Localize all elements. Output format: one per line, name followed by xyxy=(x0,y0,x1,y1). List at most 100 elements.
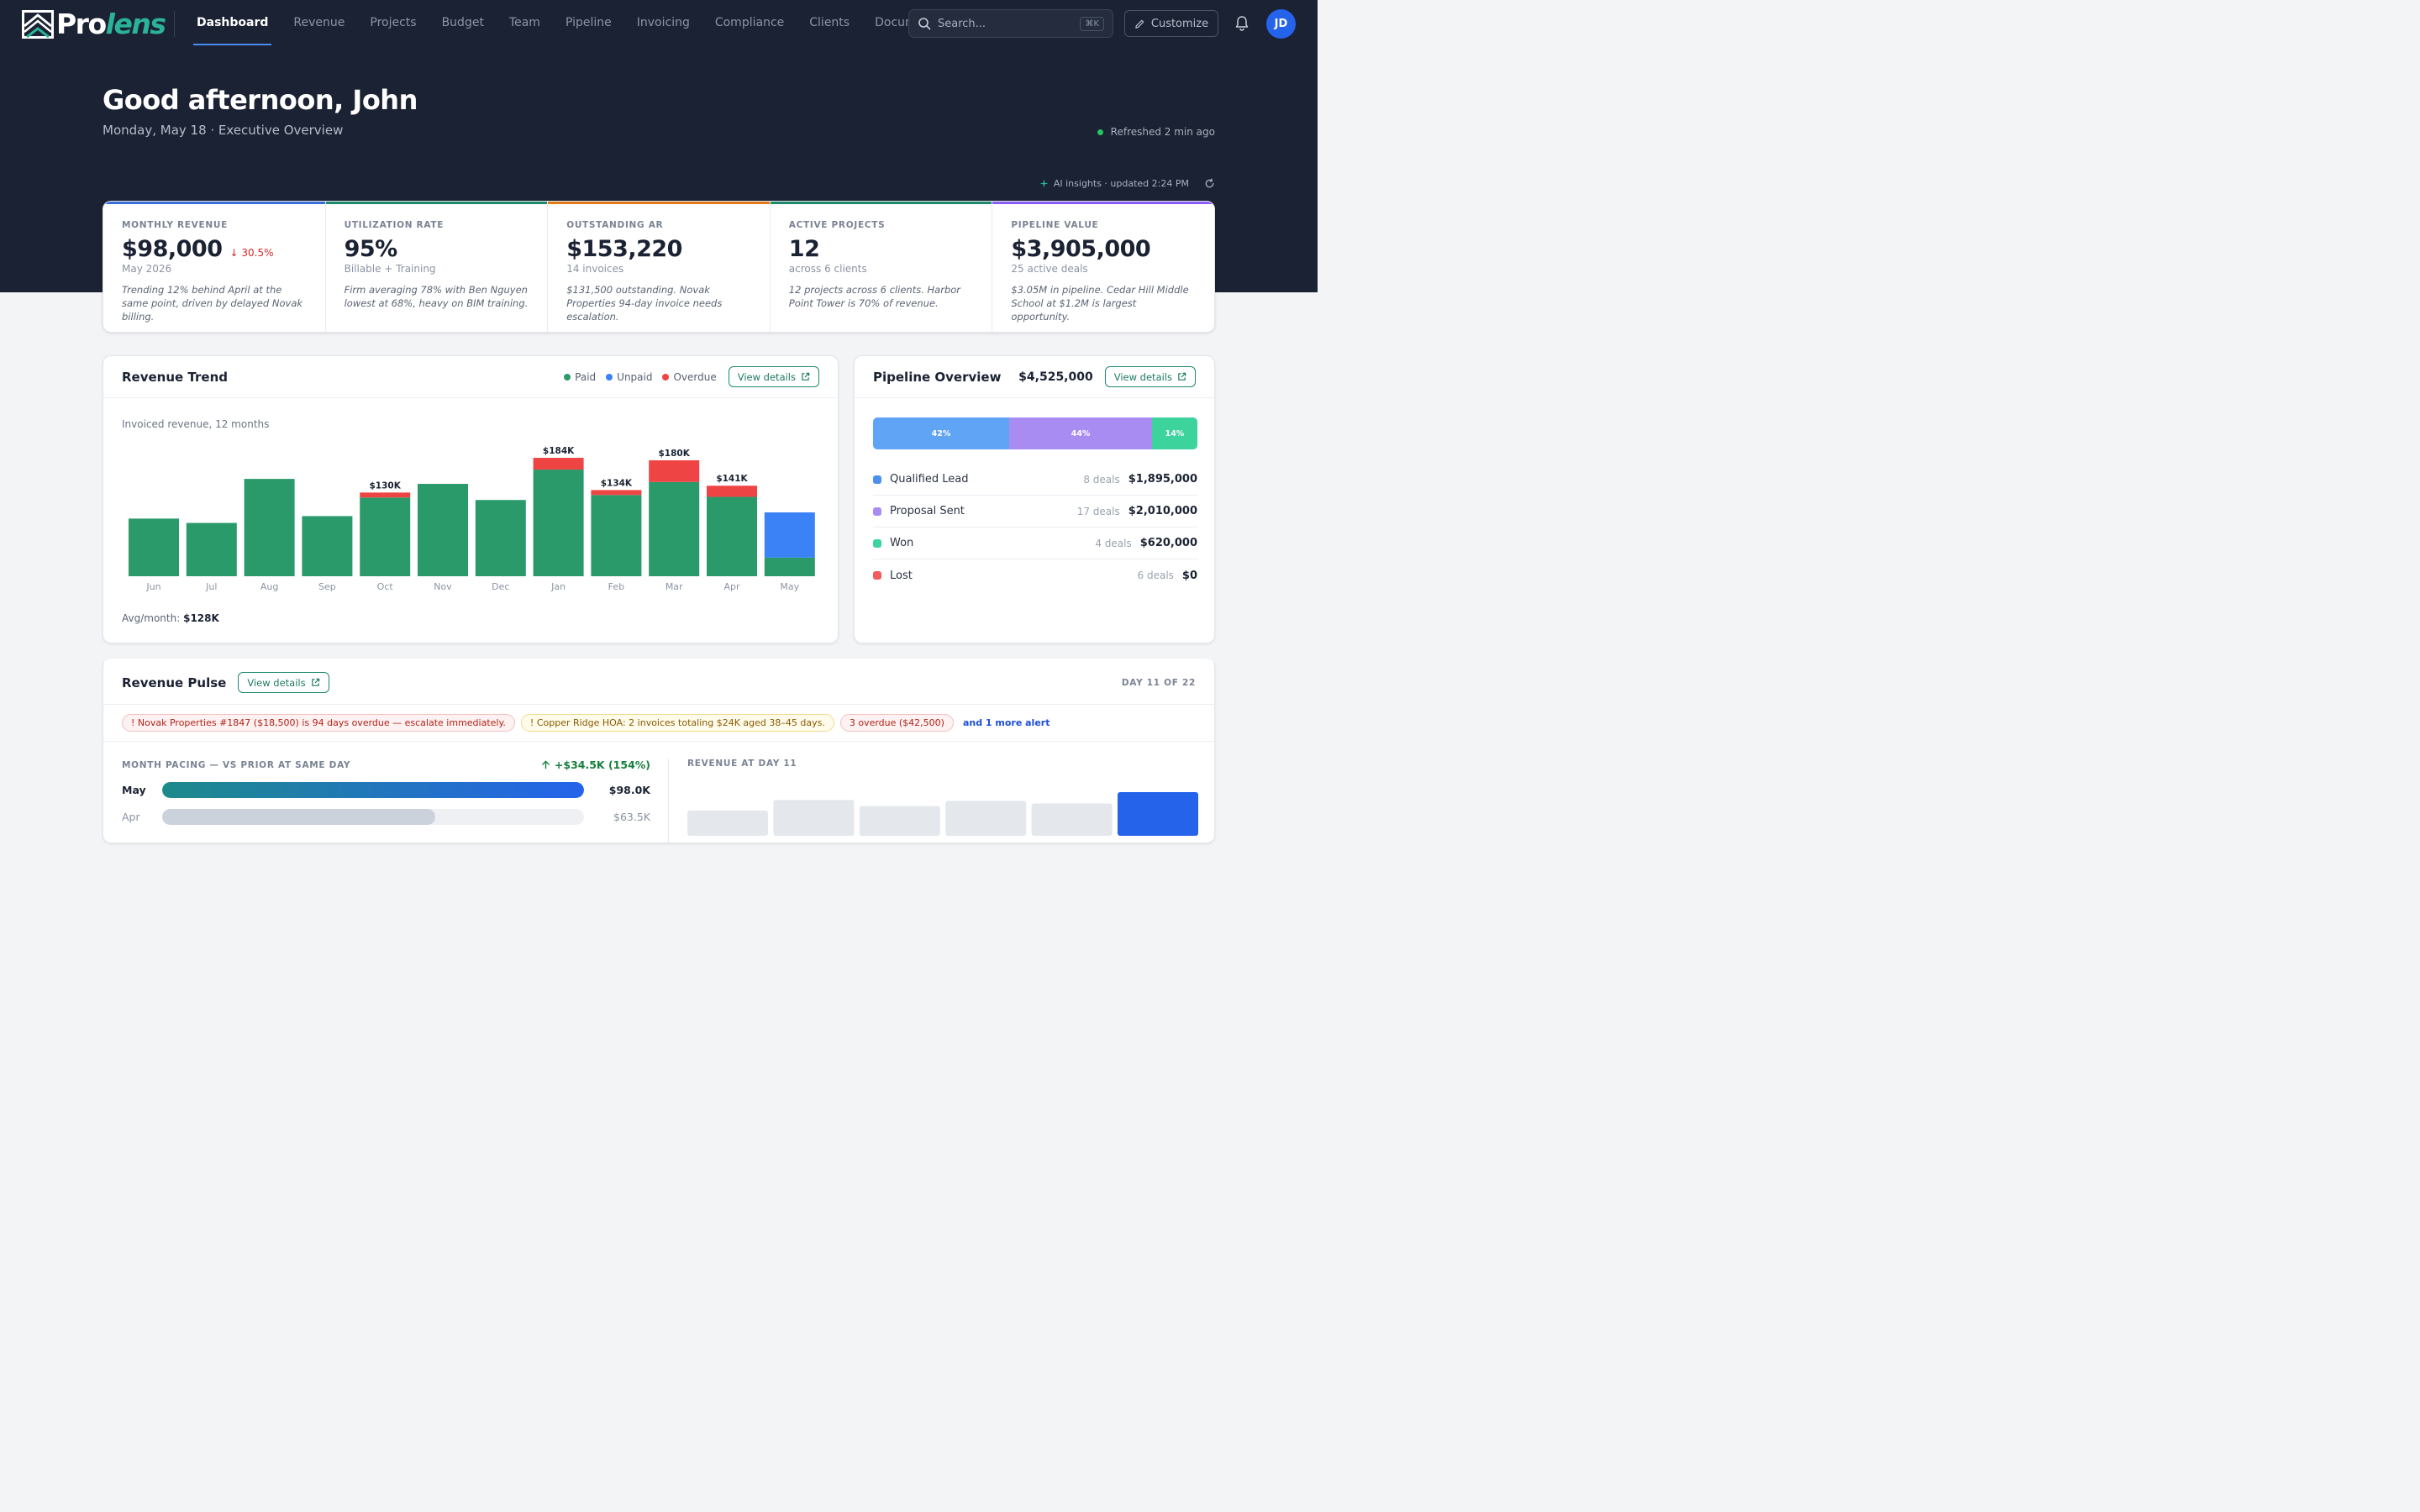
customize-button[interactable]: Customize xyxy=(1124,10,1218,37)
legend-label: Unpaid xyxy=(617,370,653,383)
brand-logo[interactable]: Pro lens xyxy=(22,8,166,40)
pacing-label: MONTH PACING — VS PRIOR AT SAME DAY xyxy=(122,759,351,770)
kpi-label: UTILIZATION RATE xyxy=(344,220,445,230)
bar-paid-jul[interactable] xyxy=(186,522,237,576)
pacing-row-prior: Apr $63.5K xyxy=(122,809,650,825)
bar-paid-apr[interactable] xyxy=(707,496,757,576)
bar-paid-aug[interactable] xyxy=(244,479,295,576)
chart-legend: Paid Unpaid Overdue xyxy=(564,371,717,383)
pacing-month: May xyxy=(122,784,146,796)
search-input[interactable] xyxy=(938,17,1072,30)
tab-dashboard[interactable]: Dashboard xyxy=(192,0,272,47)
tab-revenue[interactable]: Revenue xyxy=(293,16,345,29)
bar-paid-mar[interactable] xyxy=(649,481,700,576)
revenue-view-details-button[interactable]: View details xyxy=(728,366,819,387)
bar-overdue-jan[interactable] xyxy=(533,458,584,470)
nav-divider xyxy=(174,11,175,37)
section-divider xyxy=(668,759,669,843)
kpi-label: OUTSTANDING AR xyxy=(566,220,664,230)
legend-swatch xyxy=(662,373,670,381)
refresh-icon[interactable] xyxy=(1204,178,1215,189)
status-dot-icon xyxy=(1097,129,1103,135)
tab-budget[interactable]: Budget xyxy=(441,16,484,29)
bar-overdue-mar[interactable] xyxy=(649,459,700,482)
pipeline-segment-qualified[interactable]: 42% xyxy=(873,417,1010,449)
stage-name: Proposal Sent xyxy=(890,505,965,517)
kpi-card-utilization-rate[interactable]: UTILIZATION RATE 95% Billable + Training… xyxy=(325,202,549,332)
bar-paid-sep[interactable] xyxy=(302,516,353,576)
kpi-card-outstanding-ar[interactable]: OUTSTANDING AR $153,220 14 invoices $131… xyxy=(548,202,771,332)
revenue-at-day: REVENUE AT DAY 11 xyxy=(687,759,1198,839)
user-avatar[interactable]: JD xyxy=(1266,9,1296,39)
alert-chip[interactable]: 3 overdue ($42,500) xyxy=(839,714,954,732)
bar-paid-may[interactable] xyxy=(764,557,815,576)
kpi-card-pipeline-value[interactable]: PIPELINE VALUE $3,905,000 25 active deal… xyxy=(992,202,1214,332)
bar-unpaid-may[interactable] xyxy=(764,512,815,558)
kpi-accent-bar xyxy=(770,202,992,204)
refresh-status: Refreshed 2 min ago xyxy=(1097,126,1215,138)
stage-amount: $620,000 xyxy=(1139,537,1197,549)
ai-insights-status: AI insights · updated 2:24 PM xyxy=(1039,178,1215,189)
alert-chip[interactable]: ! Novak Properties #1847 ($18,500) is 94… xyxy=(122,714,515,732)
tab-clients[interactable]: Clients xyxy=(809,16,850,29)
stage-deals: 6 deals xyxy=(1137,570,1174,581)
pipeline-segment-proposal[interactable]: 44% xyxy=(1009,417,1152,449)
alert-bar: ! Novak Properties #1847 ($18,500) is 94… xyxy=(103,705,1214,742)
day-revenue-bar[interactable] xyxy=(1118,792,1198,836)
stage-name: Qualified Lead xyxy=(890,473,969,486)
bell-icon[interactable] xyxy=(1234,15,1249,32)
pipeline-segment-won[interactable]: 14% xyxy=(1151,417,1197,449)
bar-paid-feb[interactable] xyxy=(591,495,642,576)
revenue-pulse-panel: Revenue Pulse View details DAY 11 OF 22 … xyxy=(103,659,1215,843)
kpi-note: Trending 12% behind April at the same po… xyxy=(122,284,303,323)
kpi-card-active-projects[interactable]: ACTIVE PROJECTS 12 across 6 clients 12 p… xyxy=(770,202,993,332)
pulse-view-details-button[interactable]: View details xyxy=(238,672,329,693)
kpi-label: MONTHLY REVENUE xyxy=(122,220,228,230)
pacing-delta-value: +$34.5K (154%) xyxy=(554,759,650,771)
tab-projects[interactable]: Projects xyxy=(370,16,417,29)
bar-paid-nov[interactable] xyxy=(418,484,468,576)
bar-paid-dec[interactable] xyxy=(475,500,526,576)
pipeline-stage-row[interactable]: Qualified Lead 8 deals $1,895,000 xyxy=(873,464,1197,496)
kpi-sub: Billable + Training xyxy=(344,263,436,275)
pipeline-stage-row[interactable]: Won 4 deals $620,000 xyxy=(873,528,1197,559)
legend-item-paid: Paid xyxy=(564,371,596,383)
sparkle-icon xyxy=(1039,179,1049,188)
kpi-sub: 25 active deals xyxy=(1011,263,1088,275)
search-box[interactable]: ⌘K xyxy=(908,9,1113,38)
alert-chip[interactable]: ! Copper Ridge HOA: 2 invoices totaling … xyxy=(520,714,834,732)
tab-team[interactable]: Team xyxy=(508,16,540,29)
pipeline-stage-row[interactable]: Lost 6 deals $0 xyxy=(873,559,1197,591)
day-revenue-bar[interactable] xyxy=(687,810,768,836)
pacing-row-current: May $98.0K xyxy=(122,782,650,798)
stage-amount: $0 xyxy=(1181,569,1197,582)
pipeline-total: $4,525,000 xyxy=(1018,370,1093,384)
day-revenue-bar[interactable] xyxy=(1031,803,1113,836)
tab-pipeline[interactable]: Pipeline xyxy=(565,16,612,29)
kpi-accent-bar xyxy=(325,202,548,204)
tab-invoicing[interactable]: Invoicing xyxy=(636,16,690,29)
pipeline-view-details-button[interactable]: View details xyxy=(1104,366,1196,387)
kpi-card-monthly-revenue[interactable]: MONTHLY REVENUE $98,000 ↓ 30.5% May 2026… xyxy=(103,202,326,332)
bar-paid-jun[interactable] xyxy=(129,518,179,576)
bar-overdue-feb[interactable] xyxy=(591,490,642,496)
bar-paid-jan[interactable] xyxy=(533,470,584,576)
bar-overdue-oct[interactable] xyxy=(360,492,411,498)
tab-compliance[interactable]: Compliance xyxy=(714,16,785,29)
pipeline-stage-list: Qualified Lead 8 deals $1,895,000 Propos… xyxy=(873,464,1197,591)
day-revenue-bar[interactable] xyxy=(773,800,855,836)
more-alerts-link[interactable]: and 1 more alert xyxy=(962,717,1050,728)
day-revenue-bar[interactable] xyxy=(945,801,1027,836)
kpi-value: 95% xyxy=(344,236,398,262)
revenue-pulse-title: Revenue Pulse xyxy=(122,675,227,690)
bar-overdue-apr[interactable] xyxy=(707,486,757,497)
view-details-label: View details xyxy=(247,676,306,689)
kpi-value: $3,905,000 xyxy=(1011,236,1151,262)
data-label-apr: $141K xyxy=(716,474,748,484)
day-revenue-bar[interactable] xyxy=(859,806,940,836)
revenue-trend-panel: Revenue Trend Paid Unpaid Overdue View d… xyxy=(103,355,839,643)
day-counter: DAY 11 OF 22 xyxy=(1121,677,1196,688)
stage-deals: 4 deals xyxy=(1095,537,1132,549)
pipeline-stage-row[interactable]: Proposal Sent 17 deals $2,010,000 xyxy=(873,496,1197,528)
bar-paid-oct[interactable] xyxy=(360,497,411,576)
